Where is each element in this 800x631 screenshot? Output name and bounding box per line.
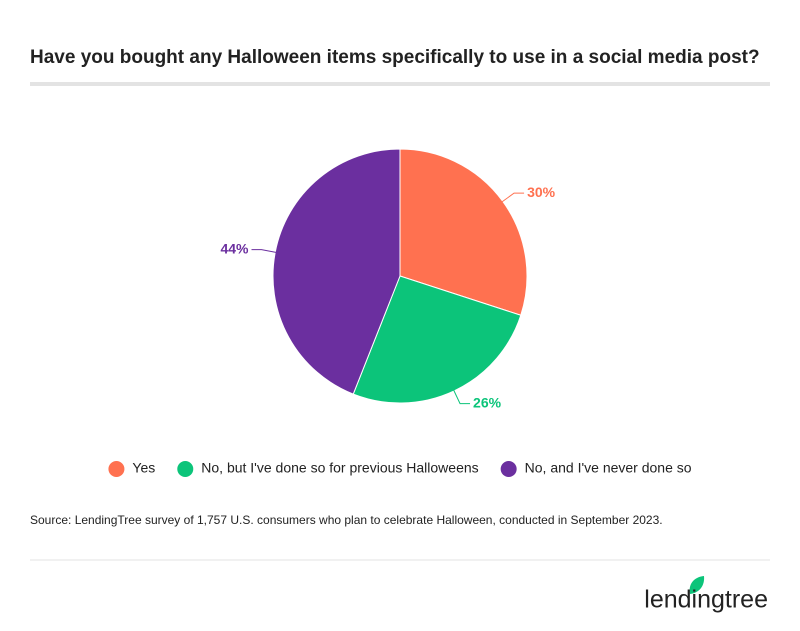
legend-marker [108,461,125,477]
source-note: Source: LendingTree survey of 1,757 U.S.… [30,513,663,527]
legend-marker [177,461,194,477]
legend-label: No, and I've never done so [525,460,692,476]
leader-line [251,249,278,254]
leader-line [452,388,471,405]
leader-line [500,192,525,203]
value-label: 30% [527,184,556,200]
legend-label: No, but I've done so for previous Hallow… [201,460,478,476]
chart-title: Have you bought any Halloween items spec… [30,47,760,68]
value-label: 44% [220,240,249,256]
logo-text: lendingtree [644,586,768,614]
legend-marker [500,461,517,477]
title-rule [30,82,770,86]
value-label: 26% [473,394,502,410]
logo-leaf [689,576,705,594]
logo: lendingtree [644,576,768,614]
legend-label: Yes [132,460,155,476]
